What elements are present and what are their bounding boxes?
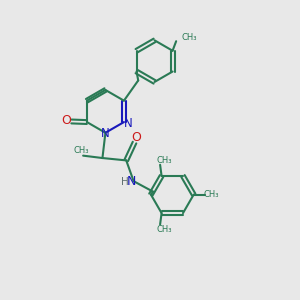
Text: CH₃: CH₃ [204, 190, 219, 199]
Text: N: N [101, 127, 110, 140]
Text: N: N [123, 117, 132, 130]
Text: CH₃: CH₃ [157, 225, 172, 234]
Text: O: O [61, 114, 71, 127]
Text: CH₃: CH₃ [157, 155, 172, 164]
Text: H: H [121, 177, 129, 188]
Text: CH₃: CH₃ [74, 146, 89, 155]
Text: O: O [131, 131, 141, 144]
Text: N: N [127, 175, 136, 188]
Text: CH₃: CH₃ [182, 33, 197, 42]
